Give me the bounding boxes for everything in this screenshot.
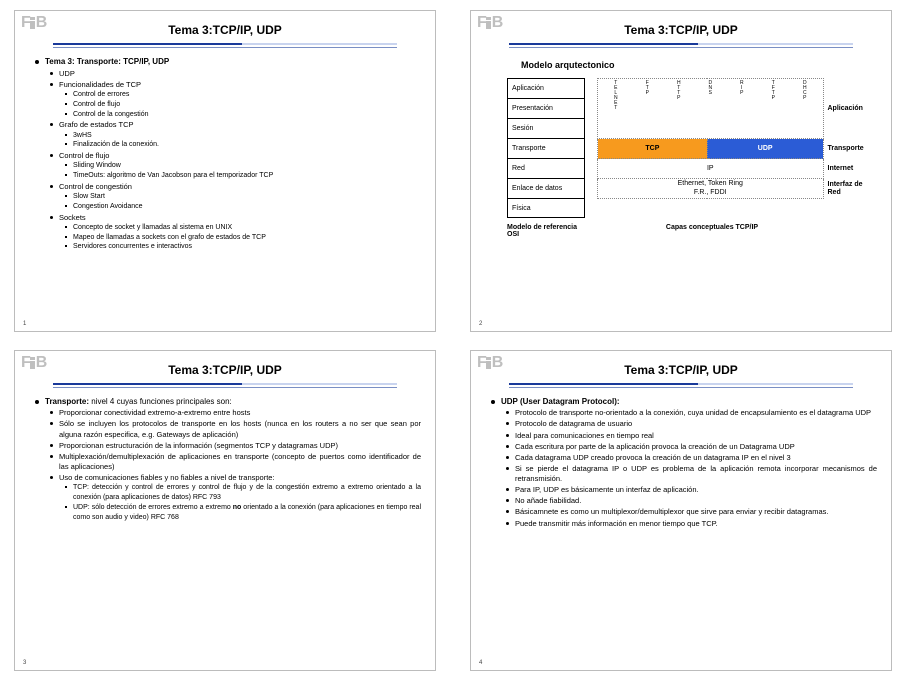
slide-title: Tema 3:TCP/IP, UDP	[485, 23, 877, 37]
sub-sub-item: TCP: detección y control de errores y co…	[73, 483, 421, 503]
slide-content: UDP (User Datagram Protocol): Protocolo …	[485, 396, 877, 657]
sub-item: Sólo se incluyen los protocolos de trans…	[59, 419, 421, 439]
proto: TELNET	[613, 81, 619, 138]
sub-item: Control de errores	[73, 90, 421, 100]
caption-left: Modelo de referencia OSI	[507, 224, 585, 238]
osi-layer: Transporte	[507, 138, 585, 158]
osi-column: Aplicación Presentación Sesión Transport…	[507, 78, 585, 218]
link-cell: Ethernet, Token Ring F.R., FDDI	[598, 179, 824, 199]
sub-item: Control de flujo	[73, 100, 421, 110]
sub-item: 3wHS	[73, 131, 421, 141]
sub-item: Control de la congestión	[73, 110, 421, 120]
osi-layer: Sesión	[507, 118, 585, 138]
slide-content: Transporte: nivel 4 cuyas funciones prin…	[29, 396, 421, 657]
rule-2	[53, 387, 398, 388]
slide-content: Modelo arqutectonico Aplicación Presenta…	[485, 56, 877, 317]
proto: DHCP	[802, 81, 808, 138]
sub-item: Sliding Window	[73, 161, 421, 171]
tcpip-table: TELNET FTP HTTP DNS RIP TFTP DHCP Aplica…	[597, 78, 877, 199]
rule-2	[509, 47, 854, 48]
heading: Tema 3: Transporte: TCP/IP, UDP	[45, 57, 169, 66]
proto: RIP	[739, 81, 745, 138]
ip-cell: IP	[598, 159, 824, 179]
list-item: Control de flujo Sliding Window TimeOuts…	[59, 151, 421, 181]
layer-label: Transporte	[823, 139, 877, 159]
sub-item: Protocolo de transporte no-orientado a l…	[515, 408, 877, 418]
sub-item: Proporcionan estructuración de la inform…	[59, 441, 421, 451]
list-item: Control de congestión Slow Start Congest…	[59, 182, 421, 212]
proto: HTTP	[676, 81, 682, 138]
rule-2	[509, 387, 854, 388]
slide-content: Tema 3: Transporte: TCP/IP, UDP UDP Func…	[29, 56, 421, 317]
sub-item: Multiplexación/demultiplexación de aplic…	[59, 452, 421, 472]
slide-title: Tema 3:TCP/IP, UDP	[29, 23, 421, 37]
sub-item: Congestion Avoidance	[73, 202, 421, 212]
slide-2: F B Tema 3:TCP/IP, UDP Modelo arqutecton…	[470, 10, 892, 332]
sub-item: Finalización de la conexión.	[73, 140, 421, 150]
sub-item: Proporcionar conectividad extremo-a-extr…	[59, 408, 421, 418]
slide-3: F B Tema 3:TCP/IP, UDP Transporte: nivel…	[14, 350, 436, 672]
page-number: 2	[479, 321, 482, 327]
sub-item: Ideal para comunicaciones en tiempo real	[515, 431, 877, 441]
page-number: 1	[23, 321, 26, 327]
sub-item: Para IP, UDP es básicamente un interfaz …	[515, 485, 877, 495]
osi-layer: Enlace de datos	[507, 178, 585, 198]
list-item: Sockets Concepto de socket y llamadas al…	[59, 213, 421, 253]
caption-right: Capas conceptuales TCP/IP	[597, 224, 877, 238]
sub-item: Protocolo de datagrama de usuario	[515, 419, 877, 429]
page-number: 4	[479, 660, 482, 666]
logo: F B	[477, 355, 502, 371]
rule-1	[509, 43, 854, 45]
list-item: Transporte: nivel 4 cuyas funciones prin…	[45, 397, 421, 523]
udp-cell: UDP	[707, 139, 823, 159]
caption-row: Modelo de referencia OSI Capas conceptua…	[485, 224, 877, 238]
list-item: Funcionalidades de TCP Control de errore…	[59, 80, 421, 120]
slide-4: F B Tema 3:TCP/IP, UDP UDP (User Datagra…	[470, 350, 892, 672]
sub-item: Concepto de socket y llamadas al sistema…	[73, 223, 421, 233]
sub-item: Si se pierde el datagrama IP o UDP es pr…	[515, 464, 877, 484]
sub-item: No añade fiabilidad.	[515, 496, 877, 506]
proto: DNS	[707, 81, 713, 138]
logo: F B	[21, 355, 46, 371]
sub-item: Básicamnete es como un multiplexor/demul…	[515, 507, 877, 517]
sub-item: Cada datagrama UDP creado provoca la cre…	[515, 453, 877, 463]
proto: FTP	[644, 81, 650, 138]
sub-item: TimeOuts: algoritmo de Van Jacobson para…	[73, 171, 421, 181]
osi-layer: Presentación	[507, 98, 585, 118]
sub-item: Cada escritura por parte de la aplicació…	[515, 442, 877, 452]
osi-layer: Física	[507, 198, 585, 218]
layer-label: Interfaz de Red	[823, 179, 877, 199]
logo: F B	[21, 15, 46, 31]
logo: F B	[477, 15, 502, 31]
osi-layer: Aplicación	[507, 78, 585, 98]
page-number: 3	[23, 660, 26, 666]
tcp-cell: TCP	[598, 139, 708, 159]
sub-item: Puede transmitir más información en meno…	[515, 519, 877, 529]
list-item: Grafo de estados TCP 3wHS Finalización d…	[59, 120, 421, 150]
rule-1	[509, 383, 854, 385]
list-item: UDP	[59, 69, 421, 79]
sub-item: Uso de comunicaciones fiables y no fiabl…	[59, 473, 421, 522]
arch-title: Modelo arqutectonico	[521, 60, 877, 70]
rule-2	[53, 47, 398, 48]
rule-1	[53, 43, 398, 45]
sub-sub-item: UDP: sólo detección de errores extremo a…	[73, 503, 421, 523]
sub-item: Slow Start	[73, 192, 421, 202]
slide-title: Tema 3:TCP/IP, UDP	[29, 363, 421, 377]
proto: TFTP	[770, 81, 776, 138]
layer-label: Internet	[823, 159, 877, 179]
slide-title: Tema 3:TCP/IP, UDP	[485, 363, 877, 377]
sub-item: Mapeo de llamadas a sockets con el grafo…	[73, 233, 421, 243]
slide-grid: F B Tema 3:TCP/IP, UDP Tema 3: Transport…	[0, 0, 906, 681]
tcpip-column: TELNET FTP HTTP DNS RIP TFTP DHCP Aplica…	[597, 78, 877, 218]
osi-layer: Red	[507, 158, 585, 178]
layer-label: Aplicación	[823, 79, 877, 139]
slide-1: F B Tema 3:TCP/IP, UDP Tema 3: Transport…	[14, 10, 436, 332]
list-item: UDP (User Datagram Protocol): Protocolo …	[501, 397, 877, 529]
sub-item: Servidores concurrentes e interactivos	[73, 242, 421, 252]
rule-1	[53, 383, 398, 385]
